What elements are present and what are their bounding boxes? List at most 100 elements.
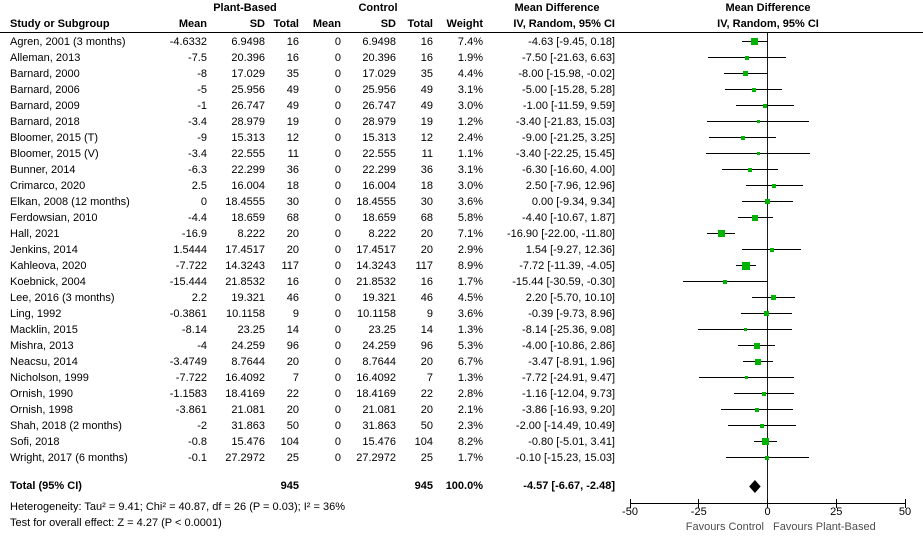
plant-based-sd: 31.863 xyxy=(231,420,265,432)
study-name: Ling, 1992 xyxy=(10,308,62,320)
mean-difference-ci-text: -4.40 [-10.67, 1.87] xyxy=(522,212,615,224)
x-axis-line xyxy=(630,503,906,504)
control-sd: 8.7644 xyxy=(362,356,396,368)
mean-difference-ci-text: -3.40 [-22.25, 15.45] xyxy=(515,148,615,160)
plant-based-group-header: Plant-Based xyxy=(213,2,277,14)
study-row: Alleman, 2013 -7.5 20.396 16 0 20.396 16 1.9% -7… xyxy=(0,50,923,66)
plant-based-total: 20 xyxy=(286,356,299,368)
control-mean: 0 xyxy=(334,452,341,464)
study-row: Ornish, 1998 -3.861 21.081 20 0 21.081 20 2.1% -… xyxy=(0,402,923,418)
point-estimate-square xyxy=(762,103,767,108)
point-estimate-square xyxy=(748,167,753,172)
control-sd: 16.004 xyxy=(362,180,396,192)
plant-based-sd: 15.476 xyxy=(231,436,265,448)
control-sd: 28.979 xyxy=(362,116,396,128)
plant-based-sd: 8.222 xyxy=(237,228,265,240)
control-total-header: Total xyxy=(407,18,433,30)
plant-based-sd: 27.2972 xyxy=(225,452,265,464)
plant-based-sd: 23.25 xyxy=(237,324,265,336)
study-row: Agren, 2001 (3 months) -4.6332 6.9498 16 0 6.… xyxy=(0,34,923,50)
point-estimate-square xyxy=(762,391,767,396)
control-mean: 0 xyxy=(334,404,341,416)
study-name: Alleman, 2013 xyxy=(10,52,81,64)
mean-difference-plot-header: Mean Difference xyxy=(725,2,811,14)
weight: 7.1% xyxy=(457,228,483,240)
study-row: Barnard, 2006 -5 25.956 49 0 25.956 49 3.1% -5.0… xyxy=(0,82,923,98)
weight: 4.5% xyxy=(457,292,483,304)
control-group-header: Control xyxy=(358,2,398,14)
mean-difference-ci-text: -1.16 [-12.04, 9.73] xyxy=(522,388,615,400)
plant-based-mean: -9 xyxy=(197,132,207,144)
plant-based-mean-header: Mean xyxy=(178,18,207,30)
study-row: Bloomer, 2015 (V) -3.4 22.555 11 0 22.555 11 1.… xyxy=(0,146,923,162)
plant-based-mean: 2.5 xyxy=(191,180,207,192)
weight: 1.3% xyxy=(457,372,483,384)
study-name: Barnard, 2006 xyxy=(10,84,80,96)
plant-based-total: 19 xyxy=(286,116,299,128)
weight: 2.8% xyxy=(457,388,483,400)
overall-effect-test: Test for overall effect: Z = 4.27 (P < 0… xyxy=(10,517,222,529)
control-sd: 26.747 xyxy=(362,100,396,112)
plant-based-sd: 18.659 xyxy=(231,212,265,224)
plant-based-sd: 18.4555 xyxy=(225,196,265,208)
plant-based-sd: 6.9498 xyxy=(231,36,265,48)
plant-based-total: 117 xyxy=(281,260,299,272)
point-estimate-square xyxy=(743,328,747,331)
control-sd: 8.222 xyxy=(368,228,396,240)
total-row: Total (95% CI) 945 945 100.0% -4.57 [-6.… xyxy=(0,478,923,494)
ci-plot-subheader: IV, Random, 95% CI xyxy=(717,18,819,30)
plant-based-mean: -5 xyxy=(197,84,207,96)
mean-difference-ci-text: -7.50 [-21.63, 6.63] xyxy=(522,52,615,64)
point-estimate-square xyxy=(751,87,756,92)
control-total: 104 xyxy=(414,436,433,448)
mean-difference-ci-text: -8.14 [-25.36, 9.08] xyxy=(522,324,615,336)
weight-header: Weight xyxy=(446,18,483,30)
control-mean: 0 xyxy=(334,244,341,256)
weight: 1.9% xyxy=(457,52,483,64)
control-total: 30 xyxy=(420,196,433,208)
weight: 5.3% xyxy=(457,340,483,352)
mean-difference-ci-text: 2.20 [-5.70, 10.10] xyxy=(525,292,615,304)
axis-tick-label: -25 xyxy=(690,506,707,518)
mean-difference-ci-text: -7.72 [-24.91, 9.47] xyxy=(522,372,615,384)
mean-difference-ci-text: -7.72 [-11.39, -4.05] xyxy=(519,260,615,272)
control-sd: 17.4517 xyxy=(356,244,396,256)
plant-based-mean: -3.4749 xyxy=(169,356,207,368)
mean-difference-ci-text: -4.00 [-10.86, 2.86] xyxy=(522,340,615,352)
control-sd: 19.321 xyxy=(362,292,396,304)
control-sd: 21.8532 xyxy=(356,276,396,288)
plant-based-sd: 16.004 xyxy=(231,180,265,192)
control-sd: 10.1158 xyxy=(357,308,396,320)
control-mean: 0 xyxy=(334,228,341,240)
total-ci-text: -4.57 [-6.67, -2.48] xyxy=(523,480,615,492)
control-total: 20 xyxy=(420,356,433,368)
mean-difference-ci-text: -6.30 [-16.60, 4.00] xyxy=(522,164,615,176)
weight: 3.0% xyxy=(457,180,483,192)
control-mean: 0 xyxy=(334,324,341,336)
control-grand-total: 945 xyxy=(414,480,433,492)
point-estimate-square xyxy=(753,342,760,349)
mean-difference-ci-text: -5.00 [-15.28, 5.28] xyxy=(522,84,615,96)
mean-difference-ci-text: -3.86 [-16.93, 9.20] xyxy=(522,404,615,416)
weight: 8.2% xyxy=(457,436,483,448)
control-total: 20 xyxy=(420,404,433,416)
control-total: 16 xyxy=(420,276,433,288)
mean-difference-ci-text: -3.47 [-8.91, 1.96] xyxy=(528,356,615,368)
column-header-row: Study or Subgroup Mean SD Total Mean SD … xyxy=(0,16,923,30)
plant-based-mean: -3.4 xyxy=(188,116,207,128)
control-mean: 0 xyxy=(334,308,341,320)
plant-based-total: 20 xyxy=(286,228,299,240)
control-total: 96 xyxy=(420,340,433,352)
plant-based-total: 49 xyxy=(286,100,299,112)
axis-tick xyxy=(904,499,906,508)
plant-based-sd: 16.4092 xyxy=(225,372,265,384)
control-sd: 15.476 xyxy=(362,436,396,448)
plant-based-sd: 10.1158 xyxy=(226,308,265,320)
study-name: Sofi, 2018 xyxy=(10,436,60,448)
weight: 5.8% xyxy=(457,212,483,224)
plant-based-mean: -3.861 xyxy=(175,404,207,416)
axis-tick-label: 25 xyxy=(830,506,843,518)
point-estimate-square xyxy=(760,423,764,428)
point-estimate-square xyxy=(756,152,760,155)
